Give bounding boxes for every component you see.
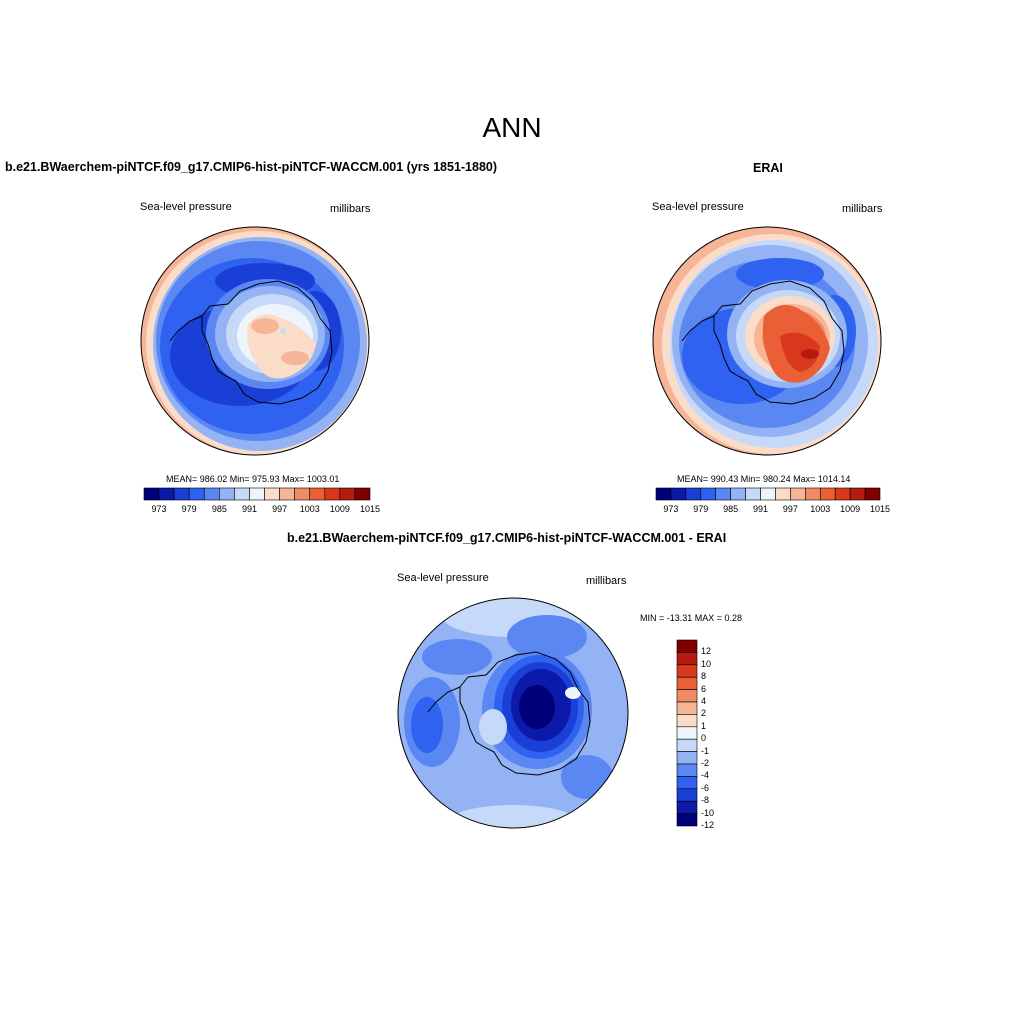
- figure-title: ANN: [482, 112, 542, 143]
- colorbar-tick-label: 12: [701, 646, 712, 657]
- colorbar-tick-label: 6: [701, 683, 707, 694]
- colorbar-cell: [670, 487, 687, 501]
- colorbar-tick-label: 2: [701, 708, 707, 719]
- colorbar-cell: [676, 776, 698, 790]
- diff-units-label: millibars: [586, 575, 627, 587]
- colorbar-tick-label: 991: [241, 504, 257, 514]
- colorbar-cell: [676, 726, 698, 740]
- colorbar-cell: [143, 487, 160, 501]
- colorbar-cell: [676, 763, 698, 777]
- colorbar-cell: [676, 639, 698, 653]
- diff-variable-label: Sea-level pressure: [397, 572, 489, 584]
- diff-panel-title: b.e21.BWaerchem-piNTCF.f09_g17.CMIP6-his…: [287, 531, 727, 545]
- colorbar-cell: [849, 487, 866, 501]
- colorbar-tick-label: 1015: [869, 504, 891, 514]
- colorbar-cell: [676, 714, 698, 728]
- colorbar-cell: [805, 487, 821, 501]
- colorbar-cell: [655, 487, 672, 501]
- colorbar-cell: [700, 487, 717, 501]
- colorbar-cell: [203, 487, 220, 501]
- model-units-label: millibars: [330, 203, 371, 215]
- colorbar-tick-label: 991: [753, 504, 769, 514]
- colorbar-tick-label: 985: [723, 504, 739, 514]
- model-stats: MEAN= 986.02 Min= 975.93 Max= 1003.01: [166, 474, 340, 484]
- diff-colorbar: [676, 639, 698, 827]
- colorbar-tick-label: 973: [151, 504, 167, 514]
- colorbar-cell: [324, 487, 341, 501]
- colorbar-tick-label: 1003: [299, 504, 320, 514]
- colorbar-cell: [676, 701, 698, 715]
- colorbar-tick-label: 8: [701, 671, 707, 682]
- colorbar-tick-label: 973: [663, 504, 679, 514]
- colorbar-cell: [676, 676, 698, 690]
- obs-panel-title: ERAI: [753, 161, 783, 175]
- colorbar-tick-label: 997: [272, 504, 288, 514]
- obs-units-label: millibars: [842, 203, 883, 215]
- colorbar-tick-label: 1003: [810, 504, 831, 514]
- colorbar-tick-label: 1009: [329, 504, 350, 514]
- colorbar-tick-label: 985: [211, 504, 227, 514]
- colorbar-cell: [790, 487, 806, 501]
- colorbar-cell: [188, 487, 205, 501]
- colorbar-tick-label: 4: [701, 696, 707, 706]
- diff-polar-map: [397, 597, 629, 829]
- colorbar-cell: [864, 487, 881, 501]
- colorbar-cell: [354, 487, 371, 501]
- colorbar-cell: [676, 664, 698, 678]
- colorbar-cell: [819, 487, 836, 501]
- colorbar-tick-label: 979: [693, 504, 709, 514]
- colorbar-tick-label: -1: [701, 745, 710, 756]
- colorbar-tick-label: 997: [782, 504, 798, 514]
- colorbar-cell: [173, 487, 190, 501]
- colorbar-cell: [775, 487, 791, 501]
- colorbar-tick-label: 10: [701, 658, 712, 669]
- colorbar-tick-label: -2: [701, 758, 710, 768]
- colorbar-cell: [760, 487, 776, 501]
- colorbar-tick-label: 1015: [359, 504, 381, 514]
- colorbar-cell: [834, 487, 851, 501]
- diff-stats: MIN = -13.31 MAX = 0.28: [640, 613, 743, 623]
- colorbar-tick-label: -4: [701, 770, 710, 781]
- colorbar-cell: [676, 751, 698, 765]
- model-variable-label: Sea-level pressure: [140, 201, 232, 213]
- colorbar-tick-label: -10: [701, 807, 715, 818]
- colorbar-cell: [158, 487, 175, 501]
- colorbar-tick-label: -12: [701, 820, 715, 830]
- colorbar-cell: [676, 813, 698, 827]
- colorbar-cell: [309, 487, 326, 501]
- obs-stats: MEAN= 990.43 Min= 980.24 Max= 1014.14: [677, 474, 851, 484]
- colorbar-cell: [676, 689, 698, 703]
- colorbar-tick-label: 1009: [840, 504, 861, 514]
- colorbar-cell: [676, 800, 698, 814]
- colorbar-cell: [730, 487, 746, 501]
- colorbar-cell: [339, 487, 356, 501]
- colorbar-cell: [294, 487, 311, 501]
- colorbar-cell: [234, 487, 250, 501]
- colorbar-cell: [279, 487, 295, 501]
- obs-variable-label: Sea-level pressure: [652, 201, 744, 213]
- colorbar-cell: [676, 652, 698, 666]
- model-polar-map: [140, 226, 370, 456]
- colorbar-cell: [264, 487, 280, 501]
- colorbar-cell: [676, 788, 698, 802]
- colorbar-cell: [676, 738, 698, 752]
- colorbar-tick-label: -8: [701, 795, 710, 806]
- obs-polar-map: [652, 226, 882, 456]
- colorbar-tick-label: 1: [701, 720, 707, 731]
- colorbar-tick-label: 979: [181, 504, 197, 514]
- colorbar-cell: [685, 487, 702, 501]
- colorbar-cell: [745, 487, 761, 501]
- colorbar-cell: [249, 487, 265, 501]
- obs-colorbar: [655, 487, 881, 501]
- colorbar-tick-label: 0: [701, 733, 707, 744]
- model-panel-title: b.e21.BWaerchem-piNTCF.f09_g17.CMIP6-his…: [5, 160, 498, 174]
- model-colorbar: [143, 487, 371, 501]
- colorbar-tick-label: -6: [701, 782, 710, 793]
- colorbar-cell: [715, 487, 731, 501]
- colorbar-cell: [219, 487, 235, 501]
